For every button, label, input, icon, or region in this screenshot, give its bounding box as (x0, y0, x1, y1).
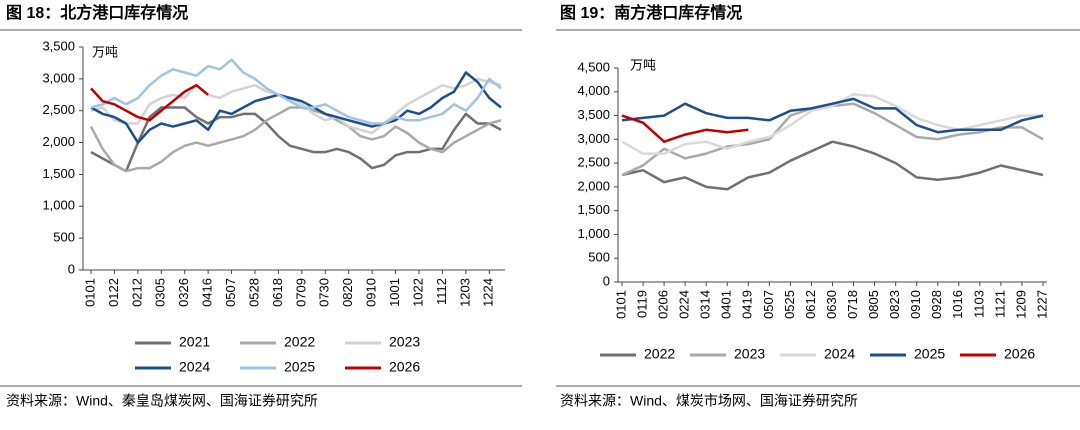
y-tick-label: 1,500 (42, 166, 75, 181)
x-tick-label: 0910 (364, 278, 379, 307)
y-tick-label: 500 (588, 250, 610, 265)
chart-title: 图 19：南方港口库存情况 (560, 3, 742, 22)
y-tick-label: 3,000 (42, 70, 75, 85)
source-note: 资料来源：Wind、煤炭市场网、国海证券研究所 (560, 393, 858, 409)
legend-label: 2024 (824, 346, 855, 362)
y-tick-label: 2,000 (42, 134, 75, 149)
x-tick-label: 0630 (824, 290, 839, 319)
x-tick-label: 0224 (677, 290, 692, 319)
x-tick-label: 0820 (340, 278, 355, 307)
legend-label: 2022 (284, 334, 315, 350)
x-tick-label: 0718 (845, 290, 860, 319)
y-tick-label: 4,500 (577, 59, 610, 74)
source-note: 资料来源：Wind、秦皇岛煤炭网、国海证券研究所 (6, 393, 318, 409)
y-tick-label: 1,500 (577, 202, 610, 217)
y-tick-label: 2,500 (42, 102, 75, 117)
x-tick-label: 0212 (129, 278, 144, 307)
legend-label: 2026 (389, 359, 420, 375)
series-line (90, 83, 209, 122)
y-tick-label: 500 (53, 230, 75, 245)
series-line (621, 140, 1044, 191)
legend-label: 2026 (1004, 346, 1035, 362)
x-tick-label: 0101 (82, 278, 97, 307)
y-tick-label: 1,000 (577, 226, 610, 241)
x-tick-label: 0305 (153, 278, 168, 307)
y-unit: 万吨 (92, 44, 118, 59)
x-tick-label: 0612 (803, 290, 818, 319)
series-line (89, 106, 502, 173)
legend-label: 2022 (644, 346, 675, 362)
series-line (621, 92, 1043, 155)
x-tick-label: 0928 (929, 290, 944, 319)
x-tick-label: 0101 (613, 290, 628, 319)
x-tick-label: 1227 (1034, 290, 1049, 319)
y-tick-label: 2,000 (577, 178, 610, 193)
x-tick-label: 0507 (761, 290, 776, 319)
y-tick-label: 3,500 (42, 38, 75, 53)
series-line (90, 58, 502, 125)
y-tick-label: 3,500 (577, 107, 610, 122)
x-tick-label: 0528 (246, 278, 261, 307)
x-tick-label: 0206 (656, 290, 671, 319)
y-tick-label: 1,000 (42, 198, 75, 213)
x-tick-label: 0401 (719, 290, 734, 319)
x-tick-label: 0507 (223, 278, 238, 307)
y-tick-label: 4,000 (577, 83, 610, 98)
x-tick-label: 0910 (908, 290, 923, 319)
x-tick-label: 0326 (176, 278, 191, 307)
x-tick-label: 0122 (106, 278, 121, 307)
chart-title: 图 18：北方港口库存情况 (6, 3, 188, 22)
x-tick-label: 1112 (434, 278, 449, 305)
legend-label: 2023 (389, 334, 420, 350)
legend-label: 2025 (914, 346, 945, 362)
legend-label: 2023 (734, 346, 765, 362)
series-line (621, 102, 1044, 177)
x-tick-label: 0618 (270, 278, 285, 307)
x-tick-label: 1016 (950, 290, 965, 319)
y-tick-label: 2,500 (577, 155, 610, 170)
series-line (90, 71, 502, 144)
x-tick-label: 0525 (782, 290, 797, 319)
y-unit: 万吨 (630, 57, 656, 72)
x-tick-label: 0314 (698, 290, 713, 319)
x-tick-label: 1103 (971, 290, 986, 318)
x-tick-label: 0823 (887, 290, 902, 319)
x-tick-label: 1224 (481, 278, 496, 307)
x-tick-label: 0119 (634, 290, 649, 318)
x-tick-label: 1001 (387, 278, 402, 307)
legend-label: 2021 (179, 334, 210, 350)
x-tick-label: 0805 (866, 290, 881, 319)
x-tick-label: 0416 (200, 278, 215, 307)
legend-label: 2025 (284, 359, 315, 375)
y-tick-label: 0 (603, 273, 610, 288)
x-tick-label: 0419 (740, 290, 755, 319)
x-tick-label: 0709 (293, 278, 308, 307)
legend-label: 2024 (179, 359, 210, 375)
series-line (621, 97, 1044, 134)
x-tick-label: 1209 (1013, 290, 1028, 319)
series-line (90, 77, 502, 135)
x-tick-label: 1022 (410, 278, 425, 307)
x-tick-label: 1203 (457, 278, 472, 307)
x-tick-label: 0730 (317, 278, 332, 307)
y-tick-label: 0 (68, 261, 75, 276)
series-line (621, 114, 749, 143)
x-tick-label: 1121 (992, 290, 1007, 318)
y-tick-label: 3,000 (577, 131, 610, 146)
